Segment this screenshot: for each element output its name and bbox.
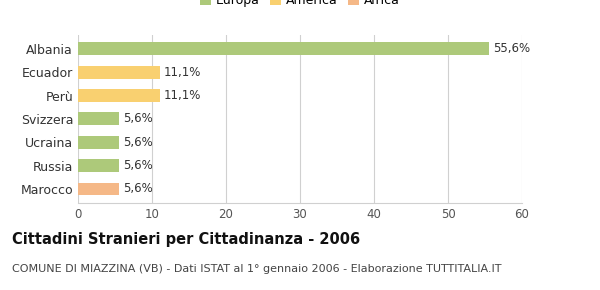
Bar	[78, 66, 160, 79]
Bar	[78, 89, 160, 102]
Bar	[78, 159, 119, 172]
Text: COMUNE DI MIAZZINA (VB) - Dati ISTAT al 1° gennaio 2006 - Elaborazione TUTTITALI: COMUNE DI MIAZZINA (VB) - Dati ISTAT al …	[12, 264, 502, 274]
Text: 5,6%: 5,6%	[123, 182, 153, 195]
Legend: Europa, America, Africa: Europa, America, Africa	[200, 0, 400, 7]
Bar	[78, 182, 119, 195]
Bar	[78, 113, 119, 125]
Text: 11,1%: 11,1%	[164, 89, 201, 102]
Text: 5,6%: 5,6%	[123, 136, 153, 149]
Text: 55,6%: 55,6%	[493, 42, 530, 55]
Bar	[78, 136, 119, 149]
Text: 5,6%: 5,6%	[123, 113, 153, 125]
Text: 11,1%: 11,1%	[164, 66, 201, 79]
Text: Cittadini Stranieri per Cittadinanza - 2006: Cittadini Stranieri per Cittadinanza - 2…	[12, 232, 360, 247]
Bar	[78, 42, 490, 55]
Text: 5,6%: 5,6%	[123, 159, 153, 172]
